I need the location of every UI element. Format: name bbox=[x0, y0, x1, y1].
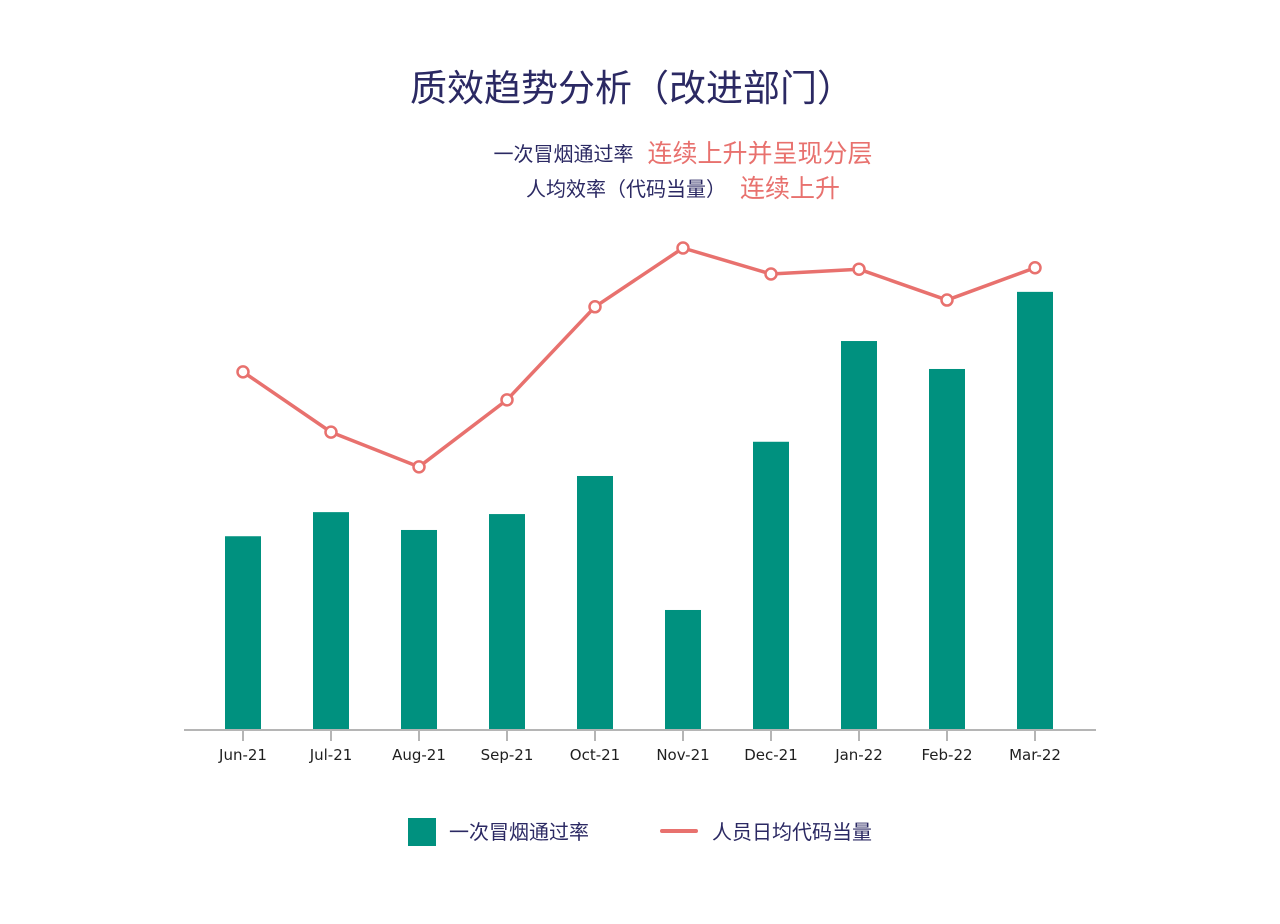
bar-nov-21 bbox=[665, 609, 701, 730]
line-point-jun-21 bbox=[236, 365, 250, 379]
x-tick-label: Sep-21 bbox=[481, 746, 534, 764]
bar-jul-21 bbox=[313, 512, 349, 730]
annotation-trend-text: 连续上升并呈现分层 bbox=[647, 139, 873, 168]
x-tick-label: Aug-21 bbox=[392, 746, 446, 764]
x-tick-label: Feb-22 bbox=[921, 746, 972, 764]
line-point-oct-21 bbox=[588, 300, 602, 314]
line-series bbox=[236, 241, 1042, 474]
bar-dec-21 bbox=[753, 441, 789, 730]
line-point-jan-22 bbox=[852, 262, 866, 276]
annotation-trend-text: 连续上升 bbox=[739, 174, 840, 203]
x-tick-label: Jul-21 bbox=[309, 746, 353, 764]
bar-jan-22 bbox=[841, 341, 877, 730]
line-point-dec-21 bbox=[764, 267, 778, 281]
line-series-path bbox=[241, 246, 1037, 469]
annotation-row-pass-rate: 一次冒烟通过率 连续上升并呈现分层 bbox=[283, 135, 1083, 169]
line-point-sep-21 bbox=[500, 393, 514, 407]
annotation-row-efficiency: 人均效率（代码当量） 连续上升 bbox=[283, 170, 1083, 204]
bar-jun-21 bbox=[225, 536, 261, 730]
bar-aug-21 bbox=[401, 529, 437, 730]
bar-sep-21 bbox=[489, 514, 525, 730]
x-axis-ticks: Jun-21 Jul-21 Aug-21 Sep-21 Oct-21 Nov-21 Dec-… bbox=[218, 730, 1061, 764]
annotation-metric-label: 一次冒烟通过率 bbox=[493, 141, 634, 166]
bar-oct-21 bbox=[577, 475, 613, 730]
bar-feb-22 bbox=[929, 368, 965, 730]
x-tick-label: Jun-21 bbox=[218, 746, 267, 764]
bar-series bbox=[225, 291, 1053, 730]
line-point-nov-21 bbox=[676, 241, 690, 255]
line-point-feb-22 bbox=[940, 293, 954, 307]
x-tick-label: Dec-21 bbox=[744, 746, 798, 764]
bar-mar-22 bbox=[1017, 291, 1053, 730]
line-point-mar-22 bbox=[1028, 261, 1042, 275]
x-tick-label: Oct-21 bbox=[570, 746, 620, 764]
annotation-metric-label: 人均效率（代码当量） bbox=[525, 176, 726, 201]
legend-label-pass-rate: 一次冒烟通过率 bbox=[449, 820, 589, 844]
x-tick-label: Mar-22 bbox=[1009, 746, 1061, 764]
line-point-aug-21 bbox=[412, 460, 426, 474]
line-point-jul-21 bbox=[324, 425, 338, 439]
x-tick-label: Nov-21 bbox=[656, 746, 709, 764]
x-tick-label: Jan-22 bbox=[834, 746, 883, 764]
legend-label-code-output: 人员日均代码当量 bbox=[712, 820, 872, 844]
legend-bar-swatch bbox=[408, 818, 436, 846]
legend-line-swatch bbox=[660, 829, 698, 833]
chart-title: 质效趋势分析（改进部门） bbox=[410, 67, 854, 110]
